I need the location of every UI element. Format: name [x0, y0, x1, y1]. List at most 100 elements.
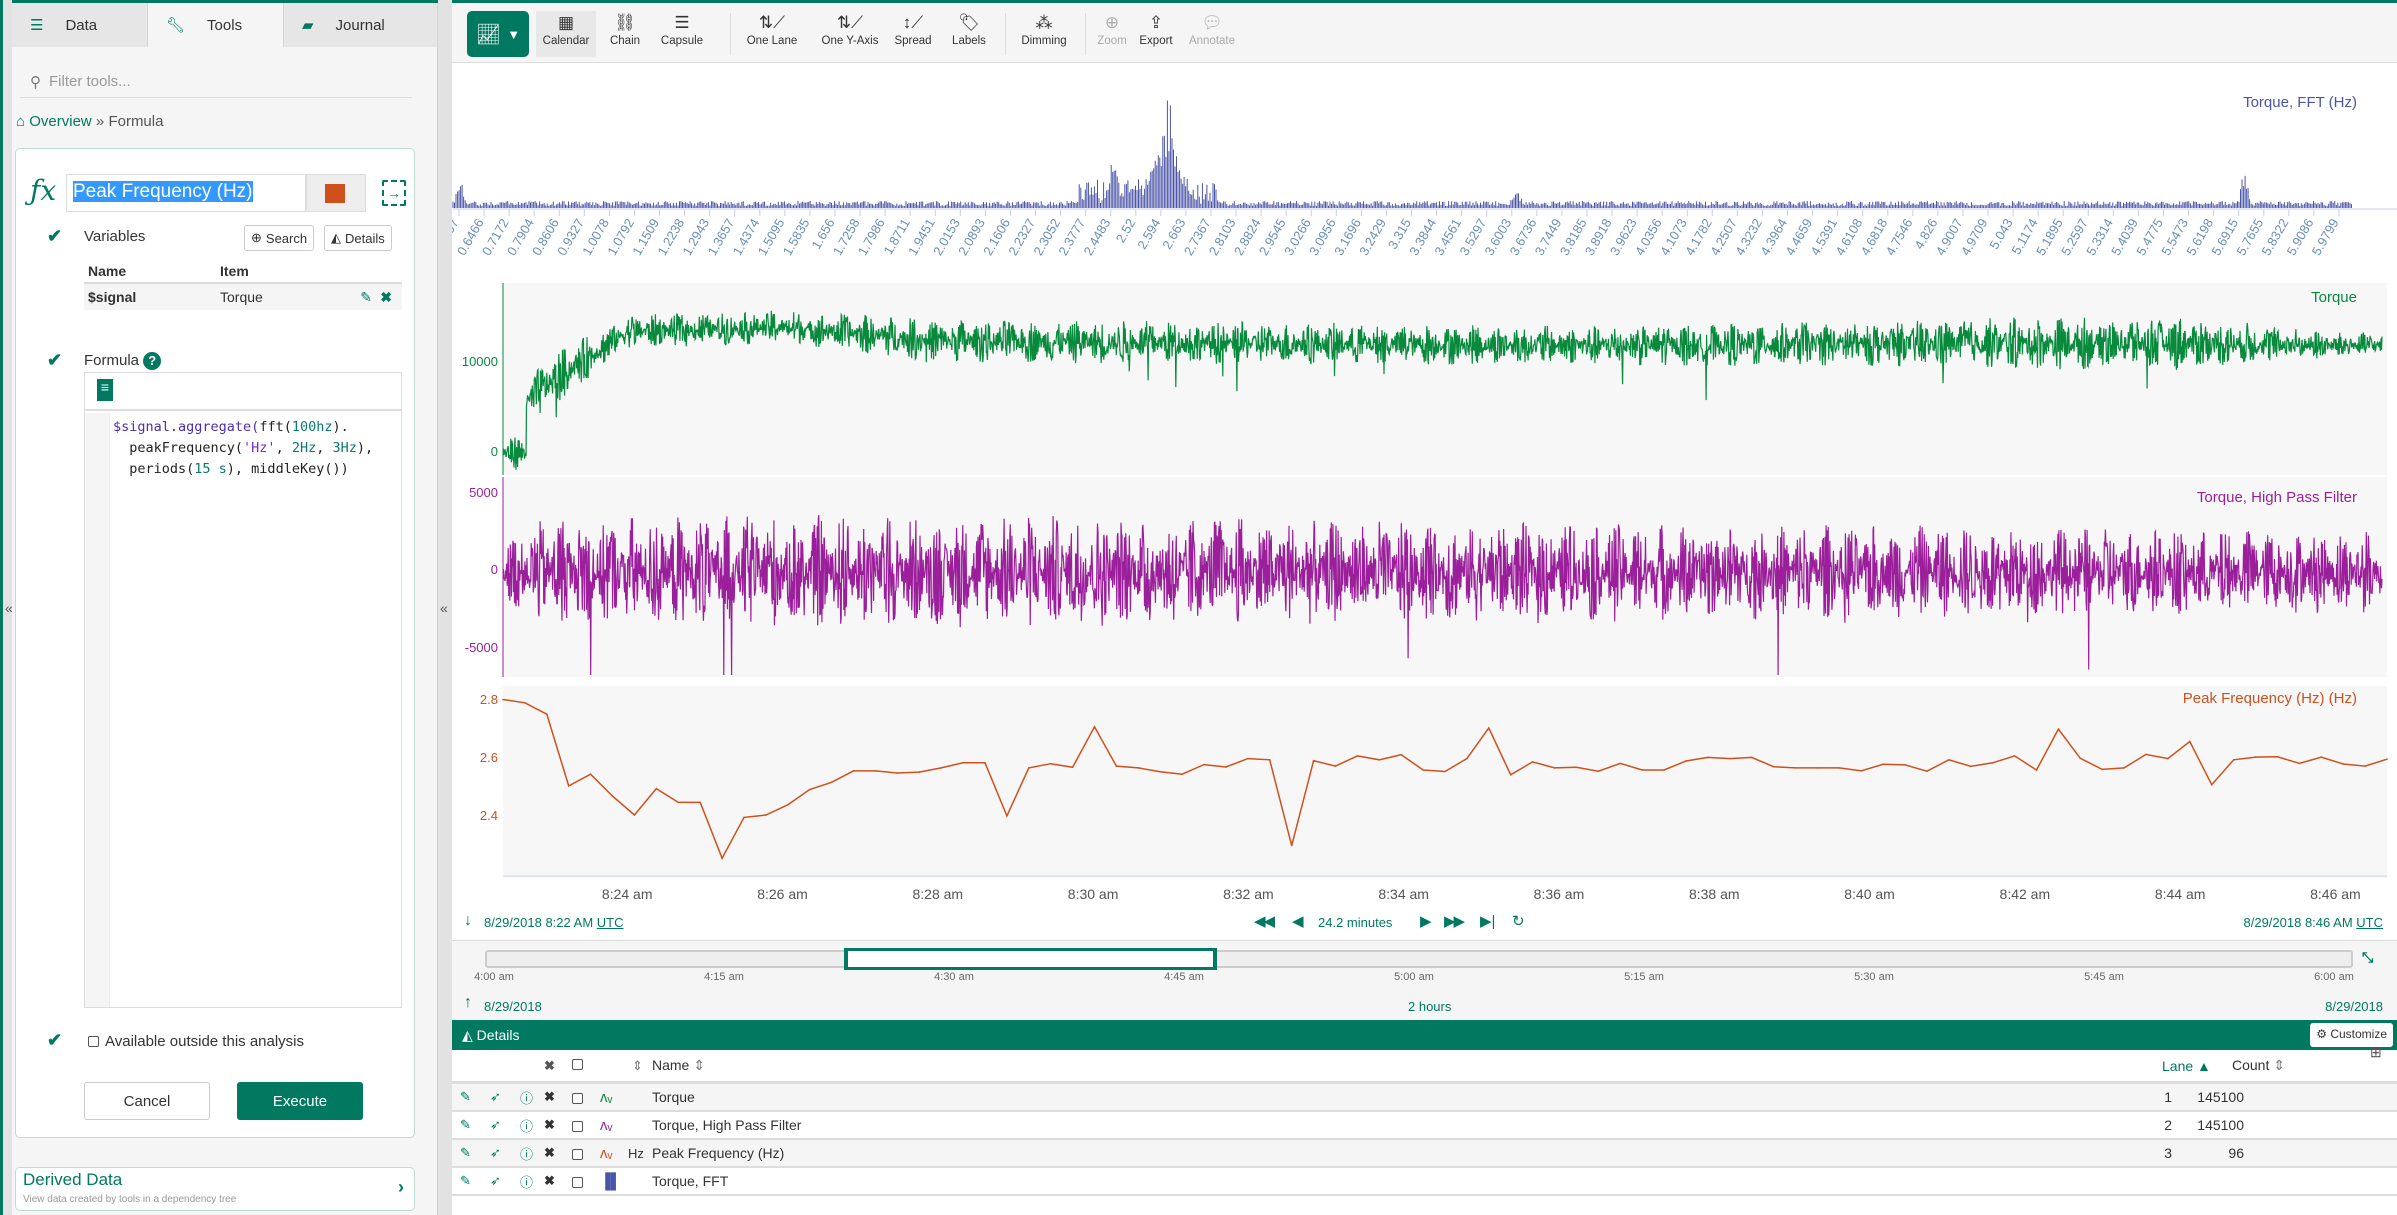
- view-selector-button[interactable]: 📈︎ ▼: [467, 11, 529, 57]
- execute-button[interactable]: Execute: [237, 1082, 363, 1120]
- collapse-left-icon[interactable]: «: [5, 600, 13, 616]
- arrow-up-icon[interactable]: ↑: [464, 994, 472, 1011]
- formula-name-input[interactable]: Peak Frequency (Hz): [66, 174, 306, 212]
- high-pass-chart[interactable]: [452, 477, 2397, 677]
- formula-code[interactable]: $signal.aggregate(fft(100hz). peakFreque…: [113, 417, 373, 480]
- step-back-full-icon[interactable]: ◀◀: [1254, 913, 1275, 930]
- calendar-button[interactable]: ▦ Calendar: [536, 11, 596, 57]
- tab-tools[interactable]: 🔧︎ Tools: [148, 3, 284, 47]
- details-row[interactable]: ✎ ➶ ⓘ ✖ ᴧᵥ Torque 1 145100: [452, 1084, 2397, 1112]
- search-variable-button[interactable]: ⊕ Search: [244, 225, 315, 251]
- info-icon[interactable]: ⓘ: [520, 1146, 534, 1162]
- filter-tools-input[interactable]: ⚲ Filter tools...: [20, 66, 412, 98]
- panel-collapse-strip[interactable]: «: [438, 0, 452, 1215]
- remove-icon[interactable]: ✖: [380, 288, 392, 305]
- cancel-button[interactable]: Cancel: [84, 1082, 210, 1120]
- left-collapse-strip[interactable]: «: [0, 0, 13, 1215]
- one-lane-button[interactable]: ⇅⟋ One Lane: [742, 11, 802, 57]
- edit-icon[interactable]: ✎: [460, 1089, 471, 1104]
- remove-icon[interactable]: ✖: [544, 1145, 555, 1160]
- chain-button[interactable]: ⛓ Chain: [605, 11, 645, 57]
- details-row[interactable]: ✎ ➶ ⓘ ✖ ᴧᵥ Torque, High Pass Filter 2 14…: [452, 1112, 2397, 1140]
- peak-frequency-chart[interactable]: [452, 686, 2397, 878]
- step-forward-icon[interactable]: ▶: [1420, 913, 1432, 930]
- variables-table: Name Item $signal Torque ✎ ✖: [84, 260, 402, 310]
- torque-chart[interactable]: [452, 283, 2397, 475]
- end-time[interactable]: 8/29/2018 8:46 AM UTC: [2244, 915, 2384, 930]
- rocket-icon[interactable]: ➶: [490, 1089, 501, 1104]
- formula-editor[interactable]: ≡ $signal.aggregate(fft(100hz). peakFreq…: [84, 372, 402, 1008]
- row-checkbox[interactable]: [572, 1148, 583, 1163]
- count-header[interactable]: Count ⇕: [2232, 1057, 2285, 1074]
- trend-toolbar: 📈︎ ▼ ▦ Calendar ⛓ Chain ☰ Capsule ⇅⟋ One Lane…: [452, 3, 2397, 63]
- details-button[interactable]: ◭ Details: [324, 225, 392, 251]
- move-to-panel-icon[interactable]: →: [382, 180, 406, 206]
- sort-icon[interactable]: ⇕: [632, 1057, 643, 1073]
- overview-end-date[interactable]: 8/29/2018: [2325, 999, 2383, 1014]
- export-button[interactable]: ⇪ Export: [1134, 11, 1178, 57]
- info-icon[interactable]: ⓘ: [520, 1118, 534, 1134]
- data-point: [2254, 756, 2257, 758]
- info-icon[interactable]: ⓘ: [520, 1174, 534, 1190]
- remove-icon[interactable]: ✖: [544, 1089, 555, 1104]
- duration-display[interactable]: 24.2 minutes: [1318, 915, 1393, 930]
- zoom-reset-icon[interactable]: ⤡: [2362, 949, 2374, 965]
- color-swatch[interactable]: [325, 184, 345, 203]
- zoom-button[interactable]: ⊕ Zoom: [1092, 11, 1132, 57]
- step-forward-full-icon[interactable]: ▶▶: [1444, 913, 1465, 930]
- edit-icon[interactable]: ✎: [460, 1173, 471, 1188]
- rocket-icon[interactable]: ➶: [490, 1145, 501, 1160]
- arrow-down-icon[interactable]: ↓: [464, 912, 472, 929]
- tab-journal[interactable]: ▰ Journal: [284, 3, 438, 47]
- overview-duration[interactable]: 2 hours: [1408, 999, 1452, 1014]
- format-icon[interactable]: ≡: [97, 379, 113, 401]
- available-option[interactable]: Available outside this analysis: [88, 1033, 304, 1050]
- column-settings-icon[interactable]: ⊞: [2370, 1044, 2382, 1060]
- start-time[interactable]: 8/29/2018 8:22 AM UTC: [484, 915, 624, 930]
- overview-start-date[interactable]: 8/29/2018: [484, 999, 542, 1014]
- edit-icon[interactable]: ✎: [460, 1117, 471, 1132]
- pencil-icon[interactable]: ✎: [360, 288, 372, 305]
- lane-header-label: Lane: [2162, 1057, 2194, 1074]
- labels-button[interactable]: 🏷︎ Labels: [944, 11, 994, 57]
- spread-button[interactable]: ↕⟋ Spread: [888, 11, 938, 57]
- rocket-icon[interactable]: ➶: [490, 1117, 501, 1132]
- remove-icon[interactable]: ✖: [544, 1173, 555, 1188]
- collapse-panel-icon[interactable]: «: [440, 600, 448, 616]
- details-row[interactable]: ✎ ➶ ⓘ ✖ ᴧᵥ Hz Peak Frequency (Hz) 3 96: [452, 1140, 2397, 1168]
- remove-icon[interactable]: ✖: [544, 1117, 555, 1132]
- available-checkbox[interactable]: [88, 1036, 99, 1047]
- overview-selection-handle[interactable]: [844, 948, 1217, 970]
- timezone-link[interactable]: UTC: [2356, 915, 2383, 930]
- customize-button[interactable]: ⚙ Customize: [2310, 1023, 2393, 1047]
- derived-data-card[interactable]: Derived Data View data created by tools …: [15, 1167, 415, 1211]
- capsule-button[interactable]: ☰ Capsule: [652, 11, 712, 57]
- row-checkbox[interactable]: [572, 1120, 583, 1135]
- rocket-icon[interactable]: ➶: [490, 1173, 501, 1188]
- annotate-button[interactable]: 💬︎ Annotate: [1182, 11, 1242, 57]
- overview-track[interactable]: [485, 950, 2353, 968]
- color-picker[interactable]: [306, 174, 366, 212]
- help-icon[interactable]: ?: [143, 352, 162, 370]
- step-back-icon[interactable]: ◀: [1292, 913, 1304, 930]
- breadcrumb-overview[interactable]: Overview: [29, 113, 92, 130]
- dimming-icon: ⁂: [1035, 13, 1053, 32]
- remove-all-icon[interactable]: ✖: [544, 1057, 555, 1073]
- tab-data[interactable]: ☰ Data: [12, 3, 148, 47]
- refresh-icon[interactable]: ↻: [1512, 913, 1525, 930]
- details-row[interactable]: ✎ ➶ ⓘ ✖ ▐▌ Torque, FFT: [452, 1168, 2397, 1196]
- name-header[interactable]: Name ⇕: [652, 1057, 705, 1074]
- select-all-checkbox[interactable]: [572, 1058, 583, 1073]
- row-checkbox[interactable]: [572, 1092, 583, 1107]
- one-lane-icon: ⇅⟋: [758, 13, 786, 32]
- fft-chart[interactable]: 0.570.64660.71720.79040.86060.93271.0078…: [436, 64, 2397, 282]
- one-y-axis-button[interactable]: ⇅⟋ One Y-Axis: [815, 11, 885, 57]
- row-checkbox[interactable]: [572, 1176, 583, 1191]
- lane-header[interactable]: Lane ▲: [2162, 1058, 2211, 1074]
- skip-to-end-icon[interactable]: ▶|: [1480, 913, 1496, 930]
- edit-icon[interactable]: ✎: [460, 1145, 471, 1160]
- high-pass-lane: Torque, High Pass Filter 5000 0 -5000: [452, 477, 2397, 677]
- dimming-button[interactable]: ⁂ Dimming: [1014, 11, 1074, 57]
- timezone-link[interactable]: UTC: [596, 915, 624, 930]
- info-icon[interactable]: ⓘ: [520, 1090, 534, 1106]
